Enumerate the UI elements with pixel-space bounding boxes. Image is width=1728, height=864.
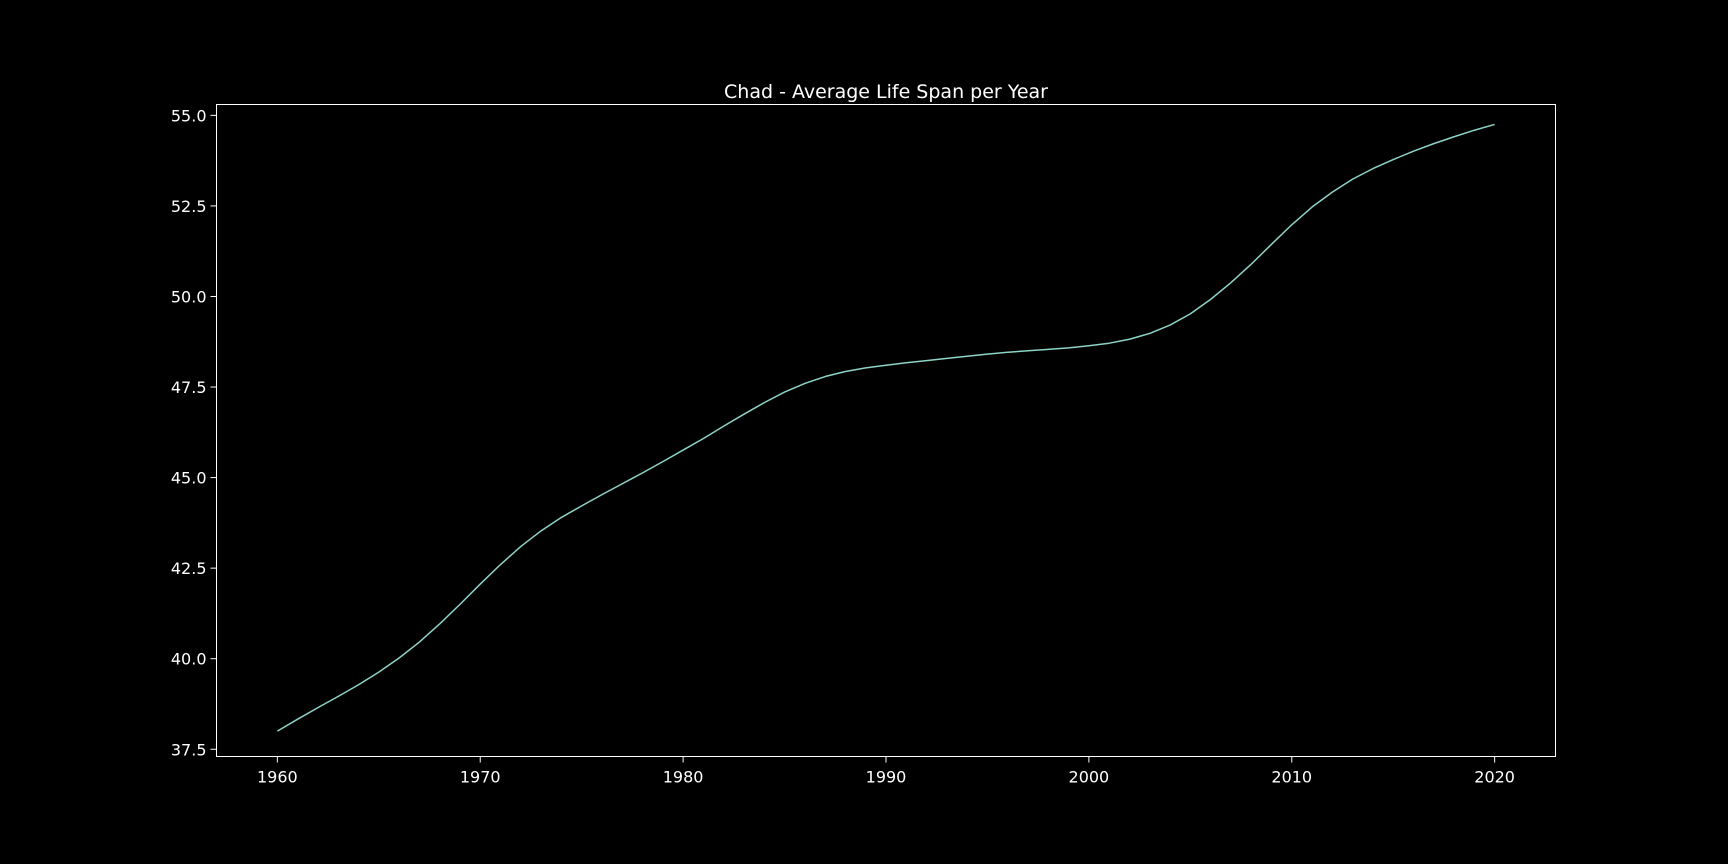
y-tick-label: 45.0	[171, 469, 207, 488]
y-tick-label: 55.0	[171, 106, 207, 125]
y-tick-label: 37.5	[171, 740, 207, 759]
x-tick-label: 1970	[460, 768, 501, 787]
y-tick-label: 50.0	[171, 287, 207, 306]
y-tick-label: 47.5	[171, 378, 207, 397]
y-axis: 37.5 40.0 42.5 45.0 47.5 50.0 52.5 55.0	[171, 106, 217, 759]
x-tick-label: 1990	[866, 768, 907, 787]
axes-frame	[216, 104, 1556, 757]
y-tick-label: 42.5	[171, 559, 207, 578]
y-tick-label: 52.5	[171, 197, 207, 216]
x-tick-label: 2000	[1069, 768, 1110, 787]
plot-area	[276, 123, 1495, 732]
y-tick-label: 40.0	[171, 650, 207, 669]
x-axis: 1960 1970 1980 1990 2000 2010 2020	[257, 756, 1515, 787]
x-tick-label: 1960	[257, 768, 298, 787]
x-tick-label: 2020	[1474, 768, 1515, 787]
series-line-0	[276, 123, 1495, 732]
x-tick-label: 1980	[663, 768, 704, 787]
x-tick-label: 2010	[1271, 768, 1312, 787]
chart-title: Chad - Average Life Span per Year	[724, 81, 1048, 103]
